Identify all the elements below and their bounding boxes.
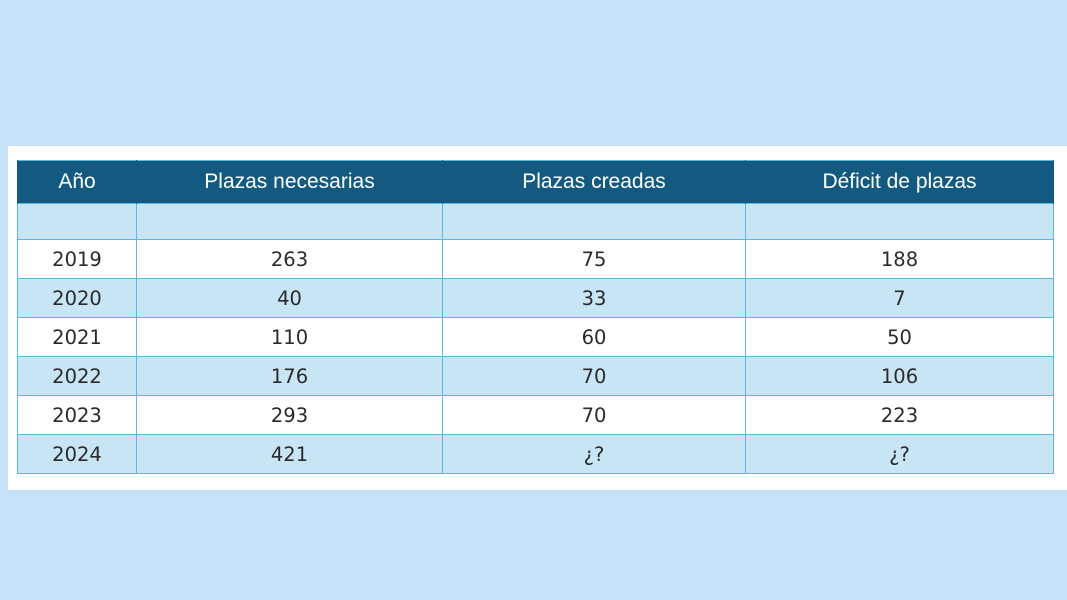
cell-deficit-plazas: ¿? bbox=[745, 434, 1054, 474]
table-header-row: Año Plazas necesarias Plazas creadas Déf… bbox=[17, 160, 1054, 204]
table-row: 2021 110 60 50 bbox=[17, 317, 1054, 357]
cell-plazas-creadas: 60 bbox=[442, 317, 746, 357]
table-row: 2023 293 70 223 bbox=[17, 395, 1054, 435]
header-plazas-creadas: Plazas creadas bbox=[442, 160, 746, 204]
cell-plazas-necesarias: 421 bbox=[136, 434, 443, 474]
table-card: Año Plazas necesarias Plazas creadas Déf… bbox=[8, 146, 1067, 490]
cell-deficit-plazas: 106 bbox=[745, 356, 1054, 396]
cell-deficit-plazas: 7 bbox=[745, 278, 1054, 318]
empty-row bbox=[17, 203, 1054, 240]
cell-plazas-creadas: 75 bbox=[442, 239, 746, 279]
table-row: 2024 421 ¿? ¿? bbox=[17, 434, 1054, 474]
table-row: 2022 176 70 106 bbox=[17, 356, 1054, 396]
cell-deficit-plazas: 223 bbox=[745, 395, 1054, 435]
cell-deficit-plazas: 188 bbox=[745, 239, 1054, 279]
cell-plazas-necesarias: 40 bbox=[136, 278, 443, 318]
cell-year: 2023 bbox=[17, 395, 137, 435]
plazas-table: Año Plazas necesarias Plazas creadas Déf… bbox=[17, 160, 1054, 474]
cell-plazas-necesarias: 263 bbox=[136, 239, 443, 279]
cell-year: 2020 bbox=[17, 278, 137, 318]
empty-cell bbox=[745, 203, 1054, 240]
empty-cell bbox=[17, 203, 137, 240]
cell-year: 2024 bbox=[17, 434, 137, 474]
cell-plazas-necesarias: 176 bbox=[136, 356, 443, 396]
cell-deficit-plazas: 50 bbox=[745, 317, 1054, 357]
cell-year: 2021 bbox=[17, 317, 137, 357]
empty-cell bbox=[136, 203, 443, 240]
cell-year: 2019 bbox=[17, 239, 137, 279]
cell-plazas-creadas: ¿? bbox=[442, 434, 746, 474]
table-row: 2019 263 75 188 bbox=[17, 239, 1054, 279]
cell-year: 2022 bbox=[17, 356, 137, 396]
cell-plazas-necesarias: 110 bbox=[136, 317, 443, 357]
cell-plazas-necesarias: 293 bbox=[136, 395, 443, 435]
cell-plazas-creadas: 70 bbox=[442, 395, 746, 435]
table-row: 2020 40 33 7 bbox=[17, 278, 1054, 318]
header-year: Año bbox=[17, 160, 137, 204]
empty-cell bbox=[442, 203, 746, 240]
header-deficit-plazas: Déficit de plazas bbox=[745, 160, 1054, 204]
cell-plazas-creadas: 70 bbox=[442, 356, 746, 396]
cell-plazas-creadas: 33 bbox=[442, 278, 746, 318]
header-plazas-necesarias: Plazas necesarias bbox=[136, 160, 443, 204]
